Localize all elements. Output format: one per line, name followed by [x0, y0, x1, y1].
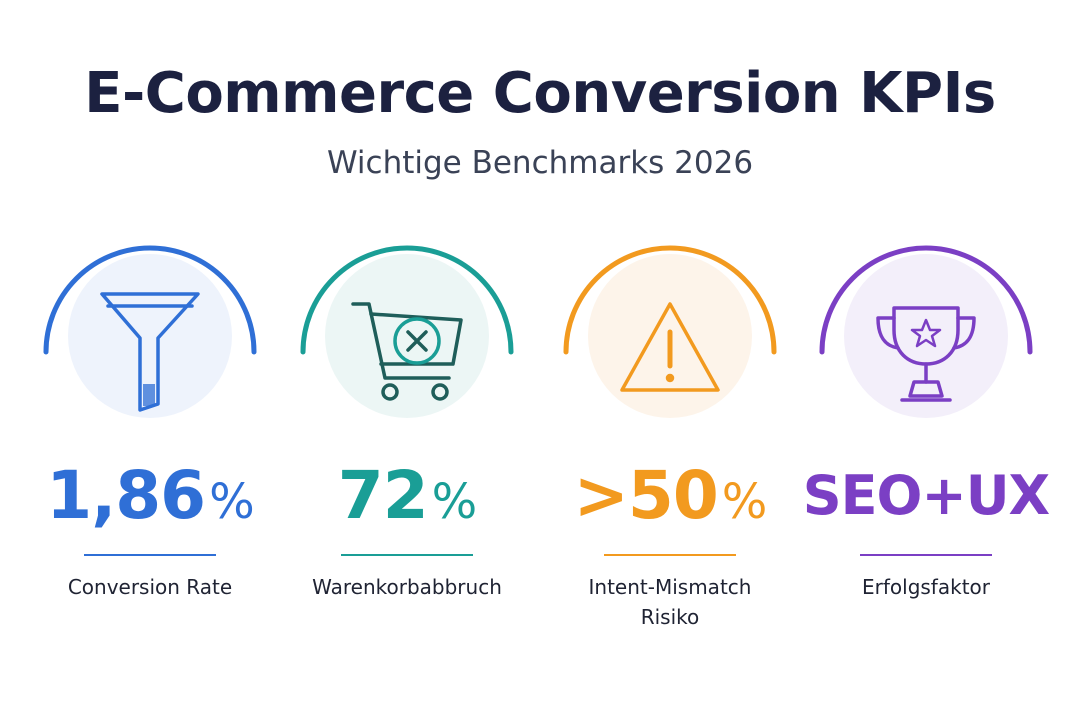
kpi-icon-group — [300, 245, 514, 418]
funnel-icon — [100, 292, 200, 412]
warning-triangle-icon — [620, 302, 720, 392]
trophy-icon — [876, 306, 976, 402]
kpi-divider — [604, 554, 736, 556]
kpi-icon-group — [43, 245, 257, 418]
kpi-label: Warenkorbabbruch — [312, 575, 502, 599]
kpi-icon-group — [563, 245, 777, 418]
kpi-value: 1,86% — [46, 457, 255, 534]
kpi-card-conversion-rate: 1,86% Conversion Rate — [20, 226, 280, 646]
kpi-label: Intent-Mismatch Risiko — [588, 575, 752, 629]
kpi-card-success-factor: SEO+UX Erfolgsfaktor — [796, 226, 1056, 646]
kpi-divider — [341, 554, 473, 556]
kpi-value: SEO+UX — [802, 464, 1050, 527]
gauge-arc — [43, 245, 257, 355]
kpi-icon-group — [819, 245, 1033, 418]
page-subtitle: Wichtige Benchmarks 2026 — [326, 145, 754, 181]
gauge-arc — [819, 245, 1033, 355]
gauge-arc — [563, 245, 777, 355]
kpi-label: Erfolgsfaktor — [862, 575, 990, 599]
kpi-unit: % — [431, 474, 478, 530]
kpi-card-cart-abandonment: 72% Warenkorbabbruch — [277, 226, 537, 646]
kpi-divider — [860, 554, 992, 556]
page-title: E-Commerce Conversion KPIs — [84, 61, 996, 126]
kpi-divider — [84, 554, 216, 556]
kpi-unit: % — [721, 474, 768, 530]
kpi-value: 72% — [337, 457, 478, 534]
kpi-label: Conversion Rate — [67, 575, 233, 599]
icon-background-circle — [844, 254, 1008, 418]
icon-background-circle — [325, 254, 489, 418]
shopping-cart-x-icon — [351, 302, 463, 401]
gauge-arc — [300, 245, 514, 355]
kpi-unit: % — [209, 474, 255, 530]
kpi-card-intent-mismatch: >50% Intent-Mismatch Risiko — [540, 226, 800, 646]
kpi-value: >50% — [573, 457, 768, 534]
